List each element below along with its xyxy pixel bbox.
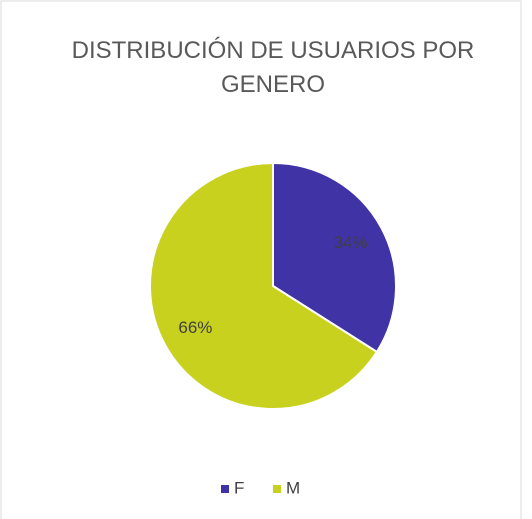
legend-label: F: [234, 478, 244, 497]
chart-title: DISTRIBUCIÓN DE USUARIOS POR GENERO: [71, 37, 475, 98]
data-label: 66%: [178, 318, 212, 337]
legend-label: M: [286, 478, 300, 497]
data-label: 34%: [334, 233, 368, 252]
legend-swatch: [273, 485, 281, 493]
legend-swatch: [221, 485, 229, 493]
pie-slice: [149, 161, 379, 410]
